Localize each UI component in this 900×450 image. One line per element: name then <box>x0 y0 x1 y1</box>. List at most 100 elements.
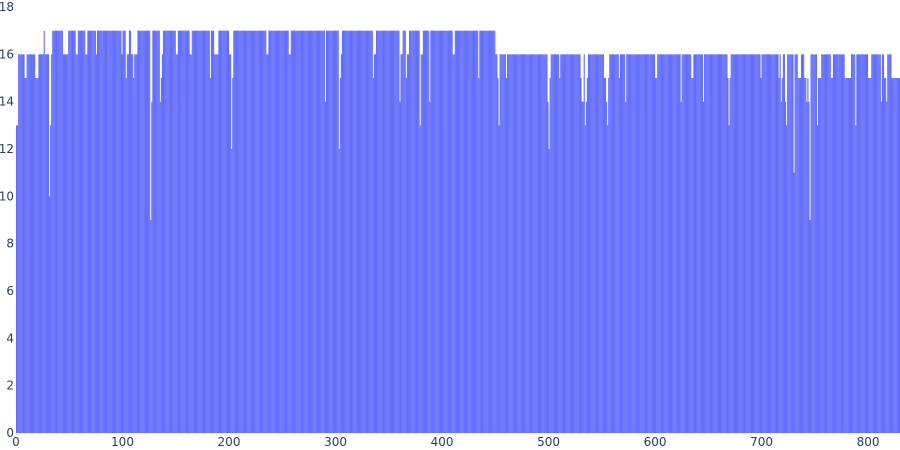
histogram-bar <box>226 30 228 434</box>
histogram-bar <box>445 30 447 434</box>
histogram-bar <box>695 54 697 433</box>
histogram-bar <box>758 54 760 433</box>
histogram-bar <box>292 30 295 434</box>
histogram-bar <box>265 30 267 434</box>
histogram-bar <box>652 54 655 433</box>
histogram-bar <box>545 54 547 433</box>
histogram-bar <box>709 54 711 433</box>
histogram-bar <box>730 54 732 433</box>
histogram-bar <box>609 54 611 433</box>
histogram-bar <box>395 30 397 434</box>
histogram-bar <box>610 54 612 433</box>
histogram-bar <box>302 30 304 434</box>
histogram-bar <box>243 30 246 434</box>
histogram-bar <box>779 54 781 433</box>
histogram-bar <box>224 30 226 434</box>
histogram-bar <box>176 54 178 433</box>
histogram-bar <box>177 30 180 434</box>
histogram-bar <box>300 30 302 434</box>
histogram-bar <box>826 54 828 433</box>
histogram-bar <box>387 30 389 434</box>
histogram-bar <box>276 30 279 434</box>
histogram-bar <box>888 54 890 433</box>
histogram-bar <box>559 78 561 433</box>
histogram-bar <box>442 30 444 434</box>
histogram-bar <box>72 30 74 434</box>
histogram-bar <box>127 54 129 433</box>
histogram-bar <box>515 54 517 433</box>
histogram-bar <box>394 30 396 434</box>
histogram-bar <box>532 54 534 433</box>
histogram-bar <box>348 30 350 434</box>
histogram-bar <box>257 30 259 434</box>
histogram-bar <box>742 54 744 433</box>
histogram-bar <box>391 30 394 434</box>
histogram-bar <box>184 30 186 434</box>
histogram-bar <box>576 54 578 433</box>
histogram-bar <box>454 30 456 434</box>
histogram-bar <box>540 54 542 433</box>
histogram-bar <box>853 54 855 433</box>
histogram-bar <box>839 54 841 433</box>
histogram-bar <box>766 54 768 433</box>
histogram-bar <box>452 54 454 433</box>
histogram-bar <box>296 30 298 434</box>
histogram-bar <box>278 30 280 434</box>
histogram-bar <box>878 54 880 433</box>
histogram-bar <box>303 30 305 434</box>
histogram-bar <box>244 30 247 434</box>
histogram-bar <box>230 54 232 433</box>
histogram-bar <box>480 30 482 434</box>
histogram-bar <box>885 78 887 433</box>
histogram-bar <box>367 30 369 434</box>
histogram-bar <box>815 54 817 433</box>
histogram-bar <box>167 30 169 434</box>
histogram-bar <box>852 54 854 433</box>
histogram-bar <box>453 54 455 433</box>
histogram-bar <box>372 78 374 433</box>
histogram-bar <box>898 78 900 433</box>
histogram-bar <box>802 54 804 433</box>
histogram-bar <box>121 54 123 433</box>
histogram-bar <box>240 30 242 434</box>
histogram-bar <box>599 54 601 433</box>
histogram-bar <box>338 149 340 433</box>
histogram-bar <box>660 54 662 433</box>
histogram-bar <box>776 54 778 433</box>
histogram-bar <box>147 30 149 434</box>
histogram-bar <box>817 78 820 433</box>
histogram-bar <box>494 30 496 434</box>
histogram-bar <box>192 30 194 434</box>
histogram-bar <box>60 30 62 434</box>
histogram-bar <box>290 30 292 434</box>
histogram-bar <box>784 101 787 434</box>
histogram-bar <box>260 30 263 434</box>
histogram-bar <box>254 30 256 434</box>
histogram-bar <box>112 30 115 434</box>
histogram-bar <box>715 54 717 433</box>
x-tick-label: 500 <box>537 435 560 449</box>
histogram-bar <box>238 30 240 434</box>
x-tick-label: 0 <box>12 435 20 449</box>
histogram-bar <box>37 78 39 433</box>
histogram-bar <box>594 54 596 433</box>
histogram-bar <box>595 54 597 433</box>
histogram-bar <box>579 54 581 433</box>
histogram-bar <box>73 30 75 434</box>
histogram-bar <box>567 54 569 433</box>
histogram-bar <box>897 78 899 433</box>
histogram-bar <box>882 54 885 433</box>
histogram-bar <box>386 30 388 434</box>
histogram-bar <box>496 54 498 433</box>
histogram-bar <box>135 54 137 433</box>
histogram-bar <box>821 54 823 433</box>
histogram-bar <box>156 30 158 434</box>
histogram-bar <box>51 54 53 433</box>
histogram-bar <box>787 54 789 433</box>
histogram-bar <box>889 54 891 433</box>
histogram-bar <box>356 30 358 434</box>
histogram-bar <box>250 30 252 434</box>
histogram-bar <box>669 54 672 433</box>
histogram-bar <box>482 30 484 434</box>
histogram-bar <box>495 54 497 433</box>
